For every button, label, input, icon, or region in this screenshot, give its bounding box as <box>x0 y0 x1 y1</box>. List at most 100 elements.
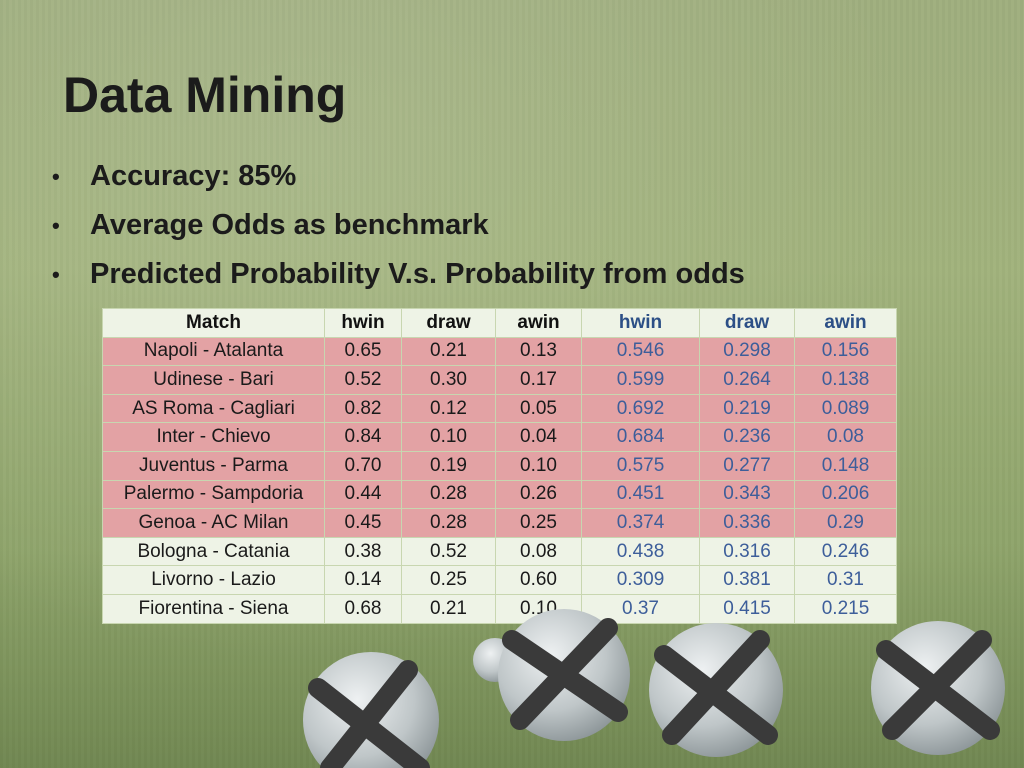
cell-odds-draw: 0.21 <box>401 593 496 624</box>
cell-odds-awin: 0.13 <box>495 336 582 367</box>
table-header-row: Match hwin draw awin hwin draw awin <box>102 308 897 338</box>
cell-match: Napoli - Atalanta <box>102 336 325 367</box>
header-match: Match <box>102 308 325 338</box>
cell-odds-hwin: 0.44 <box>324 479 402 510</box>
bullet-item: • Accuracy: 85% <box>52 152 745 201</box>
cell-odds-draw: 0.28 <box>401 508 496 538</box>
cell-odds-hwin: 0.82 <box>324 393 402 424</box>
cell-match: Bologna - Catania <box>102 536 325 567</box>
table-row: Inter - Chievo 0.84 0.10 0.04 0.684 0.236 0.08 <box>102 422 897 452</box>
bullet-text: Average Odds as benchmark <box>90 209 489 241</box>
cell-odds-draw: 0.21 <box>401 336 496 367</box>
cell-pred-awin: 0.31 <box>794 565 897 595</box>
cell-pred-awin: 0.138 <box>794 365 897 395</box>
cell-odds-hwin: 0.52 <box>324 365 402 395</box>
cell-pred-awin: 0.29 <box>794 508 897 538</box>
table-row: Palermo - Sampdoria 0.44 0.28 0.26 0.451 0.34… <box>102 479 897 510</box>
cell-pred-awin: 0.089 <box>794 393 897 424</box>
cell-pred-draw: 0.316 <box>699 536 795 567</box>
bullet-dot-icon: • <box>52 212 60 238</box>
cell-odds-hwin: 0.38 <box>324 536 402 567</box>
table-row: Fiorentina - Siena 0.68 0.21 0.10 0.37 0.415 0… <box>102 593 897 624</box>
cell-pred-draw: 0.298 <box>699 336 795 367</box>
cell-odds-draw: 0.28 <box>401 479 496 510</box>
cell-match: Udinese - Bari <box>102 365 325 395</box>
cell-pred-draw: 0.343 <box>699 479 795 510</box>
cell-match: Juventus - Parma <box>102 450 325 481</box>
cell-pred-awin: 0.156 <box>794 336 897 367</box>
cell-odds-awin: 0.60 <box>495 565 582 595</box>
header-pred-awin: awin <box>794 308 897 338</box>
cell-match: Palermo - Sampdoria <box>102 479 325 510</box>
cell-odds-draw: 0.19 <box>401 450 496 481</box>
cell-odds-awin: 0.10 <box>495 593 582 624</box>
cell-pred-hwin: 0.309 <box>581 565 700 595</box>
cell-pred-draw: 0.236 <box>699 422 795 452</box>
cell-match: AS Roma - Cagliari <box>102 393 325 424</box>
bullet-text: Predicted Probability V.s. Probability f… <box>90 258 745 290</box>
cell-pred-hwin: 0.546 <box>581 336 700 367</box>
cell-match: Genoa - AC Milan <box>102 508 325 538</box>
cell-odds-hwin: 0.65 <box>324 336 402 367</box>
cell-odds-draw: 0.52 <box>401 536 496 567</box>
cell-odds-awin: 0.17 <box>495 365 582 395</box>
bullet-item: • Predicted Probability V.s. Probability … <box>52 250 745 299</box>
bullet-item: • Average Odds as benchmark <box>52 201 745 250</box>
cell-pred-awin: 0.215 <box>794 593 897 624</box>
header-pred-hwin: hwin <box>581 308 700 338</box>
cell-pred-hwin: 0.438 <box>581 536 700 567</box>
cell-pred-draw: 0.381 <box>699 565 795 595</box>
table-row: Udinese - Bari 0.52 0.30 0.17 0.599 0.264 0.13… <box>102 365 897 395</box>
cell-pred-awin: 0.08 <box>794 422 897 452</box>
cell-pred-draw: 0.264 <box>699 365 795 395</box>
table-row: Bologna - Catania 0.38 0.52 0.08 0.438 0.316 0… <box>102 536 897 567</box>
cell-odds-draw: 0.10 <box>401 422 496 452</box>
table-row: Napoli - Atalanta 0.65 0.21 0.13 0.546 0.298 0… <box>102 336 897 367</box>
cell-odds-hwin: 0.84 <box>324 422 402 452</box>
cell-pred-draw: 0.219 <box>699 393 795 424</box>
header-odds-hwin: hwin <box>324 308 402 338</box>
cell-pred-hwin: 0.575 <box>581 450 700 481</box>
header-odds-draw: draw <box>401 308 496 338</box>
cell-odds-draw: 0.25 <box>401 565 496 595</box>
cell-odds-draw: 0.30 <box>401 365 496 395</box>
cell-pred-awin: 0.246 <box>794 536 897 567</box>
cell-pred-hwin: 0.599 <box>581 365 700 395</box>
cell-pred-draw: 0.336 <box>699 508 795 538</box>
cell-odds-awin: 0.26 <box>495 479 582 510</box>
slide-title: Data Mining <box>63 67 347 123</box>
cell-odds-awin: 0.10 <box>495 450 582 481</box>
cell-odds-awin: 0.05 <box>495 393 582 424</box>
cell-pred-hwin: 0.37 <box>581 593 700 624</box>
cell-odds-awin: 0.04 <box>495 422 582 452</box>
bullet-dot-icon: • <box>52 261 60 287</box>
probability-table: Match hwin draw awin hwin draw awin Napo… <box>102 308 897 624</box>
cell-pred-draw: 0.277 <box>699 450 795 481</box>
cell-odds-hwin: 0.70 <box>324 450 402 481</box>
header-odds-awin: awin <box>495 308 582 338</box>
cell-pred-hwin: 0.684 <box>581 422 700 452</box>
cell-pred-hwin: 0.692 <box>581 393 700 424</box>
cell-pred-awin: 0.206 <box>794 479 897 510</box>
cell-odds-draw: 0.12 <box>401 393 496 424</box>
cell-odds-awin: 0.25 <box>495 508 582 538</box>
table-body: Napoli - Atalanta 0.65 0.21 0.13 0.546 0.298 0… <box>102 336 897 624</box>
table-row: AS Roma - Cagliari 0.82 0.12 0.05 0.692 0.219… <box>102 393 897 424</box>
cell-match: Livorno - Lazio <box>102 565 325 595</box>
cell-pred-draw: 0.415 <box>699 593 795 624</box>
cell-odds-hwin: 0.45 <box>324 508 402 538</box>
cell-odds-hwin: 0.68 <box>324 593 402 624</box>
bullet-text: Accuracy: 85% <box>90 160 297 192</box>
table-row: Livorno - Lazio 0.14 0.25 0.60 0.309 0.381 0.3… <box>102 565 897 595</box>
bullet-list: • Accuracy: 85% • Average Odds as benchmar… <box>52 152 745 299</box>
cell-odds-hwin: 0.14 <box>324 565 402 595</box>
cell-pred-hwin: 0.451 <box>581 479 700 510</box>
cell-pred-hwin: 0.374 <box>581 508 700 538</box>
table-row: Juventus - Parma 0.70 0.19 0.10 0.575 0.277 0.… <box>102 450 897 481</box>
cell-match: Fiorentina - Siena <box>102 593 325 624</box>
cell-match: Inter - Chievo <box>102 422 325 452</box>
header-pred-draw: draw <box>699 308 795 338</box>
cell-pred-awin: 0.148 <box>794 450 897 481</box>
bullet-dot-icon: • <box>52 163 60 189</box>
table-row: Genoa - AC Milan 0.45 0.28 0.25 0.374 0.336 0.… <box>102 508 897 538</box>
